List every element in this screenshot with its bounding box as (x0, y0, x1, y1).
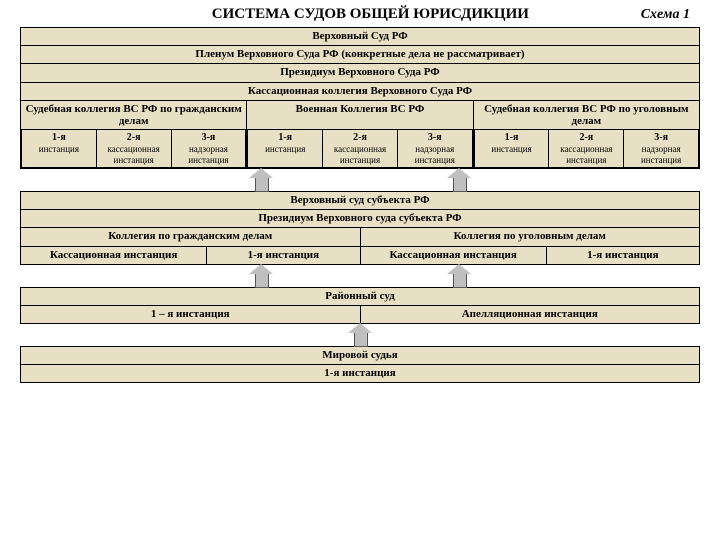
inst-3: 3-янадзорная инстанция (624, 130, 699, 168)
collegium-civil: Судебная коллегия ВС РФ по гражданским д… (21, 101, 246, 130)
presidium: Президиум Верховного Суда РФ (20, 64, 700, 82)
inst-3: 3-янадзорная инстанция (172, 130, 247, 168)
magistrate-first: 1-я инстанция (20, 365, 700, 383)
inst-2: 2-якассационная инстанция (549, 130, 624, 168)
inst-1: 1-яинстанция (247, 130, 323, 168)
magistrate-block: Мировой судья 1-я инстанция (20, 346, 700, 383)
main-title: СИСТЕМА СУДОВ ОБЩЕЙ ЮРИСДИКЦИИ (20, 6, 641, 23)
collegium-criminal: Судебная коллегия ВС РФ по уголовным дел… (474, 101, 699, 130)
supreme-court-block: Верховный Суд РФ Пленум Верховного Суда … (20, 27, 700, 169)
collegia-row: Судебная коллегия ВС РФ по гражданским д… (20, 101, 700, 169)
subject-court-block: Верховный суд субъекта РФ Президиум Верх… (20, 191, 700, 265)
arrows-2 (20, 265, 700, 287)
subject-first-2: 1-я инстанция (547, 247, 700, 265)
district-appeal: Апелляционная инстанция (361, 306, 701, 324)
plenum: Пленум Верховного Суда РФ (конкретные де… (20, 46, 700, 64)
district-court: Районный суд (20, 287, 700, 306)
subject-first-1: 1-я инстанция (207, 247, 360, 265)
subject-supreme: Верховный суд субъекта РФ (20, 191, 700, 210)
inst-2: 2-якассационная инстанция (323, 130, 398, 168)
collegium-military: Военная Коллегия ВС РФ (247, 101, 472, 130)
subject-cass-1: Кассационная инстанция (20, 247, 207, 265)
subject-civil: Коллегия по гражданским делам (20, 228, 361, 246)
magistrate: Мировой судья (20, 346, 700, 365)
subject-cass-2: Кассационная инстанция (361, 247, 547, 265)
up-arrow-icon (252, 266, 270, 286)
inst-3: 3-янадзорная инстанция (398, 130, 473, 168)
arrows-1 (20, 169, 700, 191)
inst-1: 1-яинстанция (474, 130, 550, 168)
up-arrow-icon (351, 325, 369, 345)
up-arrow-icon (450, 170, 468, 190)
cassation-collegium: Кассационная коллегия Верховного Суда РФ (20, 83, 700, 101)
inst-1: 1-яинстанция (21, 130, 97, 168)
scheme-label: Схема 1 (641, 7, 700, 23)
subject-criminal: Коллегия по уголовным делам (361, 228, 701, 246)
up-arrow-icon (252, 170, 270, 190)
district-first: 1 – я инстанция (20, 306, 361, 324)
inst-2: 2-якассационная инстанция (97, 130, 172, 168)
up-arrow-icon (450, 266, 468, 286)
subject-presidium: Президиум Верховного суда субъекта РФ (20, 210, 700, 228)
arrows-3 (20, 324, 700, 346)
supreme-court: Верховный Суд РФ (20, 27, 700, 46)
district-court-block: Районный суд 1 – я инстанция Апелляционн… (20, 287, 700, 324)
